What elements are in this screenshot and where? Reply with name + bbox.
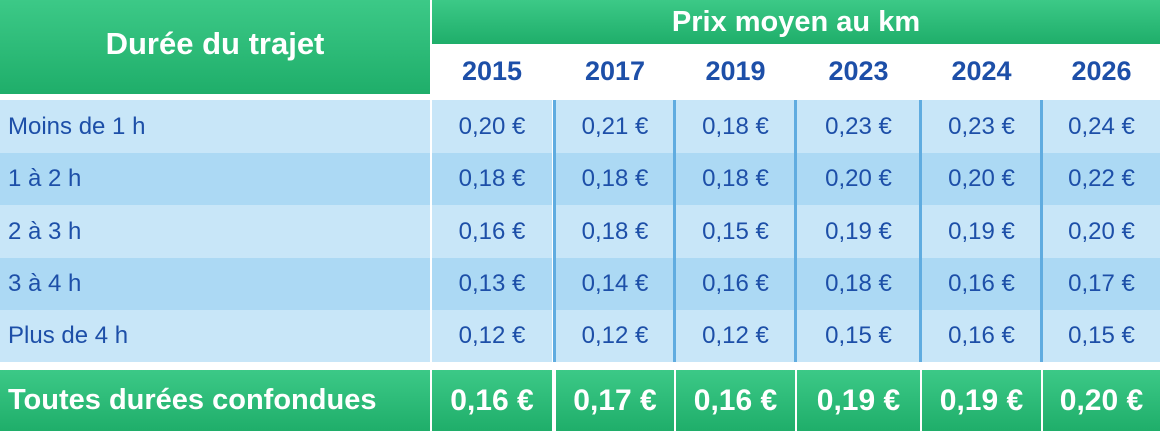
- duration-header: Durée du trajet: [0, 0, 430, 94]
- price-cell: 0,17 €: [1043, 258, 1160, 310]
- row-label: 2 à 3 h: [0, 205, 430, 258]
- price-cell: 0,23 €: [797, 100, 920, 153]
- price-per-km-header: Prix moyen au km: [432, 0, 1160, 44]
- price-cell: 0,18 €: [432, 153, 552, 205]
- price-cell: 0,21 €: [556, 100, 674, 153]
- price-cell: 0,15 €: [1043, 310, 1160, 362]
- price-cell: 0,23 €: [922, 100, 1041, 153]
- row-label: Plus de 4 h: [0, 310, 430, 362]
- price-cell: 0,16 €: [676, 258, 795, 310]
- price-cell: 0,18 €: [556, 205, 674, 258]
- year-header-2017: 2017: [556, 46, 674, 96]
- total-price-cell: 0,17 €: [556, 370, 674, 431]
- price-cell: 0,18 €: [676, 153, 795, 205]
- year-header-2024: 2024: [922, 46, 1041, 96]
- price-cell: 0,18 €: [797, 258, 920, 310]
- price-cell: 0,19 €: [797, 205, 920, 258]
- price-cell: 0,22 €: [1043, 153, 1160, 205]
- column-separator: [794, 100, 797, 362]
- total-price-cell: 0,16 €: [676, 370, 795, 431]
- price-cell: 0,19 €: [922, 205, 1041, 258]
- price-cell: 0,12 €: [432, 310, 552, 362]
- price-cell: 0,18 €: [556, 153, 674, 205]
- year-header-2023: 2023: [797, 46, 920, 96]
- column-separator: [673, 100, 676, 362]
- column-separator: [1040, 100, 1043, 362]
- price-cell: 0,14 €: [556, 258, 674, 310]
- price-cell: 0,13 €: [432, 258, 552, 310]
- column-separator: [919, 100, 922, 362]
- price-cell: 0,16 €: [432, 205, 552, 258]
- row-label: 3 à 4 h: [0, 258, 430, 310]
- total-price-cell: 0,19 €: [922, 370, 1041, 431]
- price-cell: 0,16 €: [922, 258, 1041, 310]
- column-separator: [553, 100, 556, 362]
- year-header-2015: 2015: [432, 46, 552, 96]
- price-cell: 0,20 €: [1043, 205, 1160, 258]
- header-divider: [0, 96, 1160, 100]
- year-header-2026: 2026: [1043, 46, 1160, 96]
- price-cell: 0,20 €: [797, 153, 920, 205]
- price-cell: 0,20 €: [432, 100, 552, 153]
- total-label: Toutes durées confondues: [0, 370, 430, 431]
- total-price-cell: 0,16 €: [432, 370, 552, 431]
- price-cell: 0,20 €: [922, 153, 1041, 205]
- row-label: Moins de 1 h: [0, 100, 430, 153]
- total-price-cell: 0,20 €: [1043, 370, 1160, 431]
- total-price-cell: 0,19 €: [797, 370, 920, 431]
- price-cell: 0,15 €: [676, 205, 795, 258]
- price-cell: 0,24 €: [1043, 100, 1160, 153]
- price-cell: 0,16 €: [922, 310, 1041, 362]
- price-cell: 0,18 €: [676, 100, 795, 153]
- year-header-2019: 2019: [676, 46, 795, 96]
- price-cell: 0,15 €: [797, 310, 920, 362]
- price-cell: 0,12 €: [676, 310, 795, 362]
- price-cell: 0,12 €: [556, 310, 674, 362]
- row-label: 1 à 2 h: [0, 153, 430, 205]
